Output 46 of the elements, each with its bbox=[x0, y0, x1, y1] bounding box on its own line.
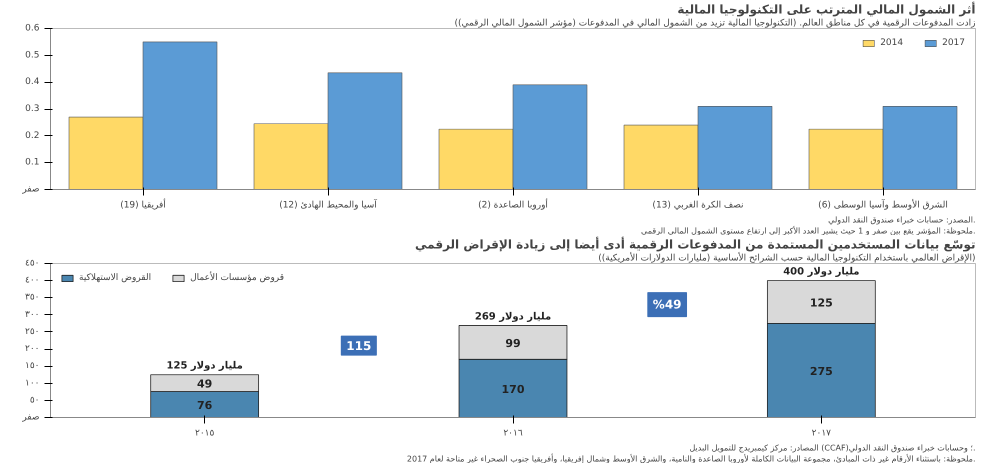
data-label: 170 bbox=[502, 382, 525, 396]
chart-subtitle: زادت المدفوعات الرقمية في كل مناطق العالم. (التكنولوجيا المالية تزيد من الشمول المالي في المدفوعات (مؤشر الشمول المالي الرقمي)) bbox=[454, 18, 976, 28]
legend-label: قروض مؤسسات الأعمال bbox=[190, 273, 284, 283]
y-tick-label: 0.6 bbox=[25, 24, 40, 34]
y-tick-label: صفر bbox=[21, 184, 40, 194]
y-tick-label: 0.1 bbox=[25, 158, 40, 168]
y-tick-label: ٤٥٠ bbox=[25, 258, 40, 268]
y-tick-label: ٣٠٠ bbox=[25, 310, 40, 320]
annotation: %49 bbox=[652, 298, 682, 312]
x-tick-label: ٢٠١٥ bbox=[195, 428, 214, 438]
y-tick-label: ١٥٠ bbox=[25, 361, 40, 372]
total-label: 400 مليار دولار bbox=[783, 266, 860, 278]
total-label: 269 مليار دولار bbox=[474, 311, 552, 322]
chart-title: توسّع بيانات المستخدمين المستمدة من المدفوعات الرقمية أدى أيضا إلى زيادة الإقراض الرقمي bbox=[415, 236, 976, 252]
legend-label: 2017 bbox=[942, 38, 965, 48]
data-label: 275 bbox=[810, 364, 833, 378]
y-tick-label: ٥٠ bbox=[30, 395, 40, 406]
data-label: 76 bbox=[197, 398, 213, 412]
annotation: 115 bbox=[346, 339, 372, 354]
total-label: 125 مليار دولار bbox=[166, 360, 243, 372]
legend-label: القروض الاستهلاكية bbox=[79, 273, 152, 283]
x-tick-label: أفريقيا (19) bbox=[120, 198, 166, 210]
y-tick-label: ٢٠٠ bbox=[25, 344, 40, 354]
x-tick-label: الشرق الأوسط وآسيا الوسطى (6) bbox=[818, 198, 948, 210]
x-tick-label: نصف الكرة الغربي (13) bbox=[652, 200, 744, 210]
chart-subtitle: (الإقراض العالمي باستخدام التكنولوجيا المالية حسب الشرائح الأساسية (مليارات الدولارات الأمريكية)) bbox=[598, 252, 976, 264]
y-tick-label: 0.5 bbox=[25, 50, 40, 60]
text: المصادر: مركز كيمبريدج للتمويل البديل (CCAF)؛ وحسابات خبراء صندوق النقد الدولي. bbox=[689, 444, 976, 452]
data-label: 125 bbox=[810, 296, 833, 310]
x-tick-label: ٢٠١٧ bbox=[812, 428, 832, 438]
y-tick-label: ٣٥٠ bbox=[25, 292, 40, 303]
y-tick-label: 0.4 bbox=[25, 77, 40, 88]
x-tick-label: ٢٠١٦ bbox=[503, 428, 523, 438]
y-tick-label: 0.2 bbox=[25, 130, 40, 141]
chart-title: أثر الشمول المالي المترتب على التكنولوجيا المالية bbox=[677, 2, 976, 16]
y-tick-label: 0.3 bbox=[25, 104, 40, 114]
text: المصدر: حسابات خبراء صندوق النقد الدولي. bbox=[828, 216, 976, 224]
x-tick-label: أوروبا الصاعدة (2) bbox=[478, 198, 548, 210]
y-tick-label: ٤٠٠ bbox=[25, 276, 40, 286]
y-tick-label: ١٠٠ bbox=[25, 378, 40, 388]
legend-label: 2014 bbox=[880, 38, 904, 48]
y-tick-label: ٢٥٠ bbox=[25, 326, 40, 337]
y-tick-label: صفر bbox=[21, 412, 40, 422]
x-tick-label: آسيا والمحيط الهادئ (12) bbox=[279, 198, 378, 210]
data-label: 49 bbox=[197, 378, 212, 391]
data-label: 99 bbox=[505, 336, 521, 350]
